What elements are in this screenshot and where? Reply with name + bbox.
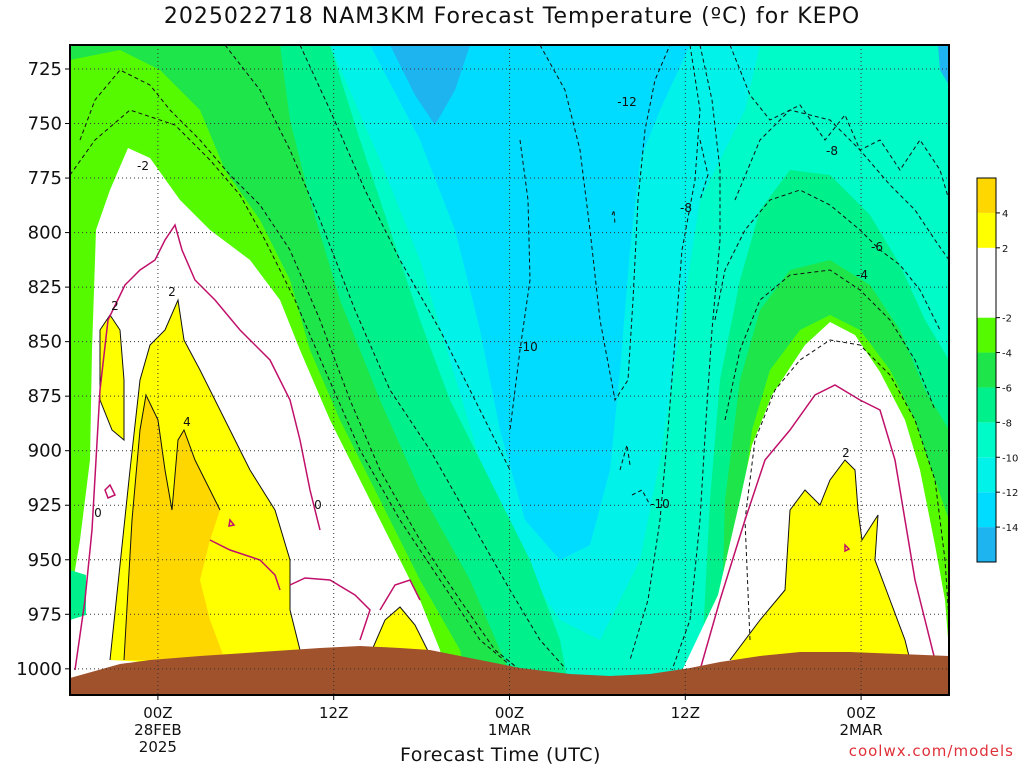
colorbar-label: 2: [1002, 244, 1008, 255]
y-tick-label: 850: [28, 332, 62, 353]
colorbar-label: -6: [1002, 383, 1012, 394]
contour-label: 0: [314, 498, 322, 512]
y-axis: 725 750 775 800 825 850 875 900 925 950 975 1000: [16, 59, 70, 680]
contour-label: 2: [111, 299, 119, 313]
x-tick-label: 2025: [139, 738, 177, 756]
colorbar-label: -12: [1002, 488, 1018, 499]
colorbar-label: -14: [1002, 523, 1018, 534]
y-tick-label: 875: [28, 386, 62, 407]
colorbar-swatch: [977, 422, 996, 457]
colorbar-swatch: [977, 318, 996, 353]
x-tick-label: 1MAR: [488, 721, 531, 739]
contour-label: -6: [871, 240, 883, 254]
y-tick-label: 750: [28, 114, 62, 135]
colorbar-label: 4: [1002, 209, 1008, 220]
contour-label: -2: [137, 159, 149, 173]
x-axis-title: Forecast Time (UTC): [400, 744, 601, 766]
contour-label: -10: [650, 497, 670, 511]
colorbar: 4 2 -2 -4 -6 -8 -10 -12 -14: [977, 178, 1018, 562]
y-tick-label: 775: [28, 168, 62, 189]
colorbar-swatch: [977, 387, 996, 422]
chart-plot: 7257507758008258508759009259509751000 00…: [0, 0, 1024, 768]
watermark: coolwx.com/models: [849, 742, 1014, 760]
x-tick-label: 00Z: [495, 704, 524, 722]
colorbar-swatch: [977, 178, 996, 213]
contour-label: 4: [183, 415, 191, 429]
colorbar-swatch: [977, 457, 996, 492]
colorbar-swatch: [977, 492, 996, 527]
colorbar-swatch: [977, 527, 996, 562]
contour-label: -10: [518, 340, 538, 354]
colorbar-swatch: [977, 213, 996, 248]
contour-label: -12: [617, 95, 637, 109]
x-tick-label: 12Z: [319, 704, 348, 722]
colorbar-label: -4: [1002, 349, 1012, 360]
contour-label: 0: [94, 506, 102, 520]
x-tick-label: 00Z: [846, 704, 875, 722]
x-tick-label: 00Z: [143, 704, 172, 722]
y-tick-label: 800: [28, 223, 62, 244]
contour-label: -8: [680, 201, 692, 215]
y-tick-label: 925: [28, 495, 62, 516]
contour-label: 2: [842, 446, 850, 460]
colorbar-swatch: [977, 248, 996, 318]
y-tick-label: 725: [28, 59, 62, 80]
x-tick-label: 12Z: [671, 704, 700, 722]
contour-label: -8: [826, 144, 838, 158]
x-tick-label: 2MAR: [840, 721, 883, 739]
y-tick-label: 950: [28, 550, 62, 571]
colorbar-label: -2: [1002, 314, 1012, 325]
y-tick-label: 900: [28, 441, 62, 462]
y-tick-label: 825: [28, 277, 62, 298]
contour-label: -4: [856, 268, 868, 282]
y-tick-label: 1000: [16, 659, 62, 680]
colorbar-swatch: [977, 353, 996, 388]
colorbar-label: -10: [1002, 453, 1018, 464]
contour-label: 2: [168, 285, 176, 299]
x-tick-label: 28FEB: [134, 721, 181, 739]
colorbar-label: -8: [1002, 418, 1012, 429]
y-tick-label: 975: [28, 604, 62, 625]
